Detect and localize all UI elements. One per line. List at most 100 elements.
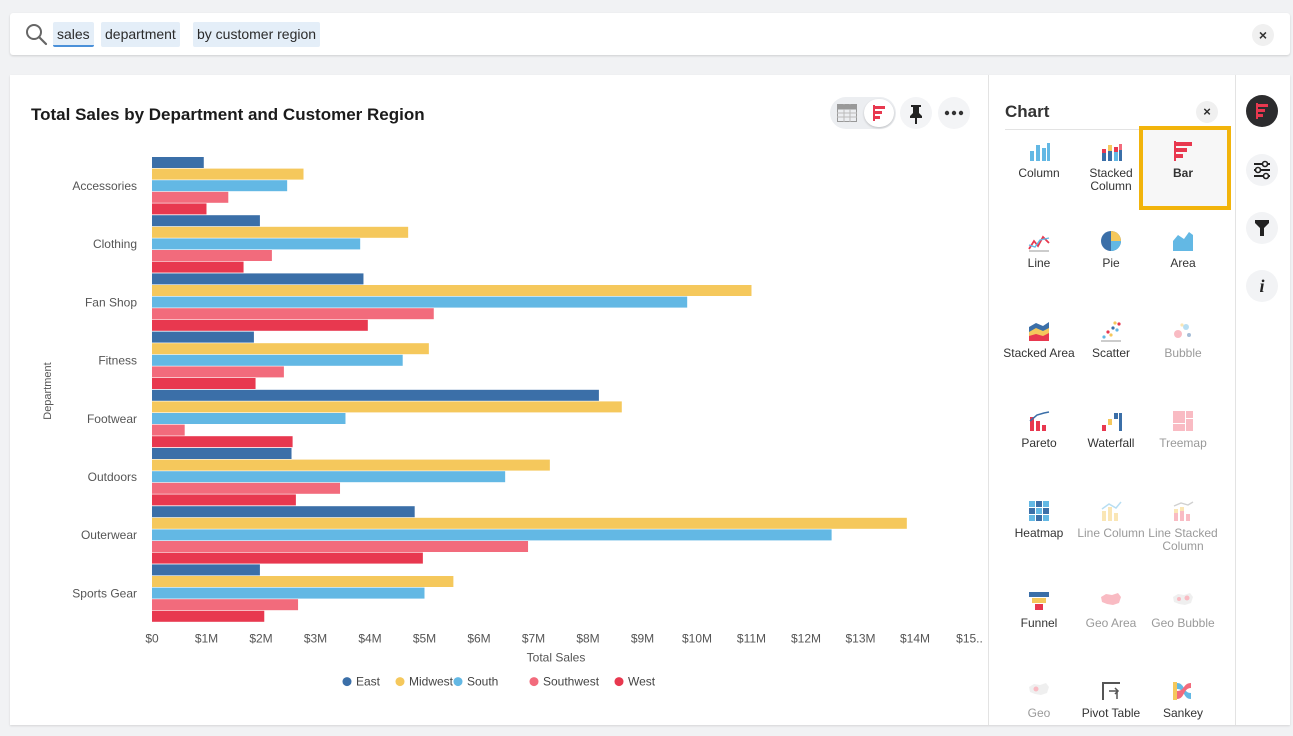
category-tick-label: Footwear [87, 412, 137, 426]
x-tick-label: $12M [791, 632, 821, 646]
chart-type-line-column[interactable]: Line Column [1075, 499, 1147, 540]
chart-type-geo-bubble[interactable]: Geo Bubble [1147, 589, 1219, 630]
chart-type-label: Geo Area [1085, 616, 1137, 630]
funnel-chart-icon [1029, 592, 1049, 610]
chart-type-treemap[interactable]: Treemap [1147, 409, 1219, 450]
x-tick-label: $8M [576, 632, 599, 646]
chart-type-pie[interactable]: Pie [1075, 229, 1147, 270]
chart-type-label: Bar [1172, 166, 1193, 180]
search-token[interactable]: department [101, 22, 180, 47]
selected-chart-type-highlight [1139, 126, 1231, 210]
chart-type-label: Pivot Table [1081, 706, 1141, 720]
filter-icon [1255, 220, 1269, 236]
info-rail-button[interactable]: i [1246, 270, 1278, 302]
chart-type-geo-area[interactable]: Geo Area [1075, 589, 1147, 630]
x-tick-label: $10M [682, 632, 712, 646]
chart-type-rail-button[interactable] [1246, 95, 1278, 127]
category-tick-label: Clothing [93, 237, 137, 251]
chart-type-label: Sankey [1162, 706, 1204, 720]
pin-button[interactable] [900, 97, 932, 129]
stacked-column-chart-icon [1102, 144, 1122, 161]
line-stacked-column-chart-icon [1173, 501, 1194, 521]
bar [152, 285, 752, 296]
chart-type-panel: Chart × Column Stacked Column Bar Line Pie Ar… [989, 75, 1235, 725]
x-tick-label: $3M [304, 632, 327, 646]
chart-panel-title: Chart [1005, 102, 1050, 121]
table-icon[interactable] [837, 104, 857, 122]
search-icon [26, 24, 48, 46]
stacked-area-chart-icon [1029, 322, 1049, 341]
chart-type-line-stacked-column[interactable]: Line Stacked Column [1147, 499, 1219, 553]
more-dots-icon [944, 110, 964, 116]
chart-type-funnel[interactable]: Funnel [1003, 589, 1075, 630]
svg-text:i: i [1259, 276, 1264, 296]
bar [152, 343, 429, 355]
chart-view-button[interactable] [864, 99, 894, 127]
chart-type-stacked-column[interactable]: Stacked Column [1075, 139, 1147, 193]
chart-type-sankey[interactable]: Sankey [1147, 679, 1219, 720]
bar [152, 157, 204, 168]
bar [152, 517, 907, 529]
waterfall-chart-icon [1102, 413, 1122, 431]
category-tick-label: Outerwear [81, 528, 137, 542]
chart-type-label: Pareto [1021, 436, 1057, 450]
legend-swatch [529, 677, 539, 687]
line-chart-icon [1028, 235, 1050, 252]
chart-type-pareto[interactable]: Pareto [1003, 409, 1075, 450]
sankey-chart-icon [1173, 682, 1191, 700]
chart-type-pivot-table[interactable]: Pivot Table [1075, 679, 1147, 720]
bar [152, 494, 296, 506]
bar [152, 529, 832, 541]
bar [152, 482, 341, 494]
search-token[interactable]: sales [53, 22, 94, 47]
chart-type-label: Stacked Area [1003, 346, 1075, 360]
chart-type-bar[interactable]: Bar [1147, 139, 1219, 180]
bar [152, 203, 207, 215]
chart-type-label: Heatmap [1014, 526, 1064, 540]
x-axis-label: Total Sales [527, 651, 586, 665]
chart-type-scatter[interactable]: Scatter [1075, 319, 1147, 360]
chart-type-bubble[interactable]: Bubble [1147, 319, 1219, 360]
chart-type-stacked-area[interactable]: Stacked Area [1003, 319, 1075, 360]
chart-type-heatmap[interactable]: Heatmap [1003, 499, 1075, 540]
geo-area-chart-icon [1101, 593, 1121, 605]
category-tick-label: Outdoors [88, 470, 137, 484]
chart-type-waterfall[interactable]: Waterfall [1075, 409, 1147, 450]
filter-rail-button[interactable] [1246, 212, 1278, 244]
line-column-chart-icon [1101, 501, 1122, 521]
bar [152, 436, 293, 448]
bar [152, 587, 425, 599]
clear-search-button[interactable]: × [1252, 24, 1274, 46]
bar [152, 552, 423, 564]
bar [152, 296, 688, 308]
chart-type-column[interactable]: Column [1003, 139, 1075, 180]
treemap-chart-icon [1173, 411, 1193, 431]
search-bar[interactable]: sales department by customer region × [10, 13, 1290, 55]
x-tick-label: $14M [900, 632, 930, 646]
view-toggle[interactable] [830, 97, 896, 129]
x-tick-label: $2M [249, 632, 272, 646]
x-tick-label: $1M [195, 632, 218, 646]
configure-rail-button[interactable] [1246, 154, 1278, 186]
x-tick-label: $11M [737, 632, 766, 646]
chart-type-label: Line Column [1077, 526, 1145, 540]
chart-type-label: Bubble [1164, 346, 1202, 360]
bar-chart: Accessories Clothing Fan Shop Fitness Footwe… [42, 157, 983, 689]
more-options-button[interactable] [938, 97, 970, 129]
bar [152, 168, 304, 180]
category-tick-label: Accessories [72, 179, 137, 193]
chart-type-geo[interactable]: Geo [1003, 679, 1075, 720]
legend-swatch [453, 677, 463, 687]
bar [152, 331, 254, 343]
pivot-table-icon [1102, 682, 1120, 700]
chart-type-line[interactable]: Line [1003, 229, 1075, 270]
legend-label: East [356, 675, 381, 689]
bar [152, 354, 403, 366]
category-tick-label: Sports Gear [72, 586, 137, 600]
search-token[interactable]: by customer region [193, 22, 321, 47]
chart-type-area[interactable]: Area [1147, 229, 1219, 270]
category-tick-label: Fitness [98, 354, 137, 368]
close-chart-panel-button[interactable]: × [1196, 101, 1218, 123]
chart-type-label: Treemap [1159, 436, 1207, 450]
chart-type-label: Funnel [1020, 616, 1058, 630]
